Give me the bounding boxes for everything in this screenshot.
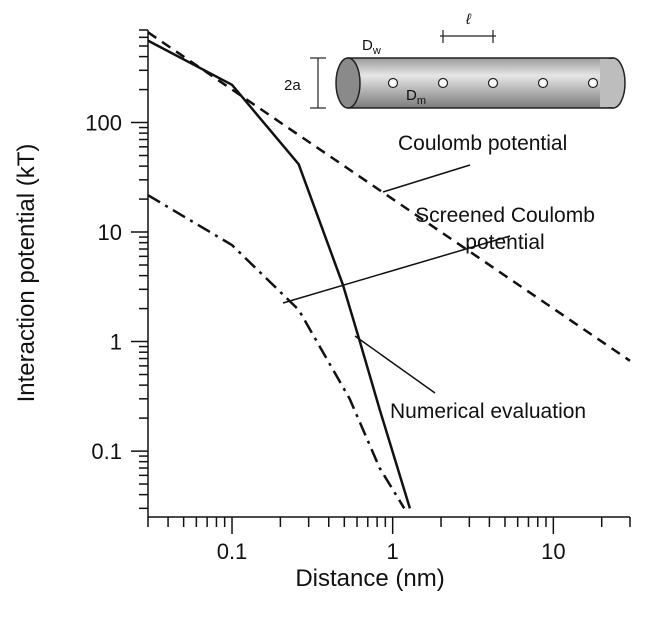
charge [437, 77, 449, 89]
leader-line [382, 164, 471, 193]
x-axis-label: Distance (nm) [295, 565, 444, 592]
inset-diagram: 2a ℓ Dw Dm [284, 11, 626, 109]
inset-label: ℓ [465, 11, 472, 28]
inset-label-sub: m [417, 95, 426, 107]
inset-label: Dm [406, 87, 426, 107]
data-line [147, 31, 631, 362]
annotation: Screened Coulomb [415, 204, 595, 227]
charge [387, 77, 399, 89]
inset-label: 2a [284, 77, 301, 94]
y-tick-label: 100 [85, 111, 122, 136]
y-tick-label: 0.1 [91, 439, 122, 464]
x-tick-label: 10 [541, 539, 565, 564]
y-tick-label: 10 [98, 220, 122, 245]
data-line [147, 194, 406, 509]
y-tick-label: 1 [110, 330, 122, 355]
charge [537, 77, 549, 89]
inset-label: Dw [362, 37, 381, 57]
charge [587, 77, 599, 89]
inset-label-sub: w [372, 45, 381, 57]
annotation: potential [465, 231, 544, 254]
axes [147, 30, 630, 518]
data-line [147, 39, 412, 509]
inset-label-main: D [406, 87, 417, 104]
cylinder-cap [335, 57, 361, 109]
cylinder-body [347, 57, 614, 109]
x-tick-label: 0.1 [217, 539, 248, 564]
x-tick-label: 1 [387, 539, 399, 564]
y-axis-label: Interaction potential (kT) [13, 144, 40, 403]
leader-line [354, 335, 436, 394]
leader-lines [282, 164, 511, 394]
inset-label-main: D [362, 37, 373, 54]
cylinder-end-fill [600, 59, 613, 107]
leader-line [282, 235, 511, 304]
charge [487, 77, 499, 89]
annotation: Numerical evaluation [390, 400, 586, 423]
annotation: Coulomb potential [398, 132, 567, 155]
